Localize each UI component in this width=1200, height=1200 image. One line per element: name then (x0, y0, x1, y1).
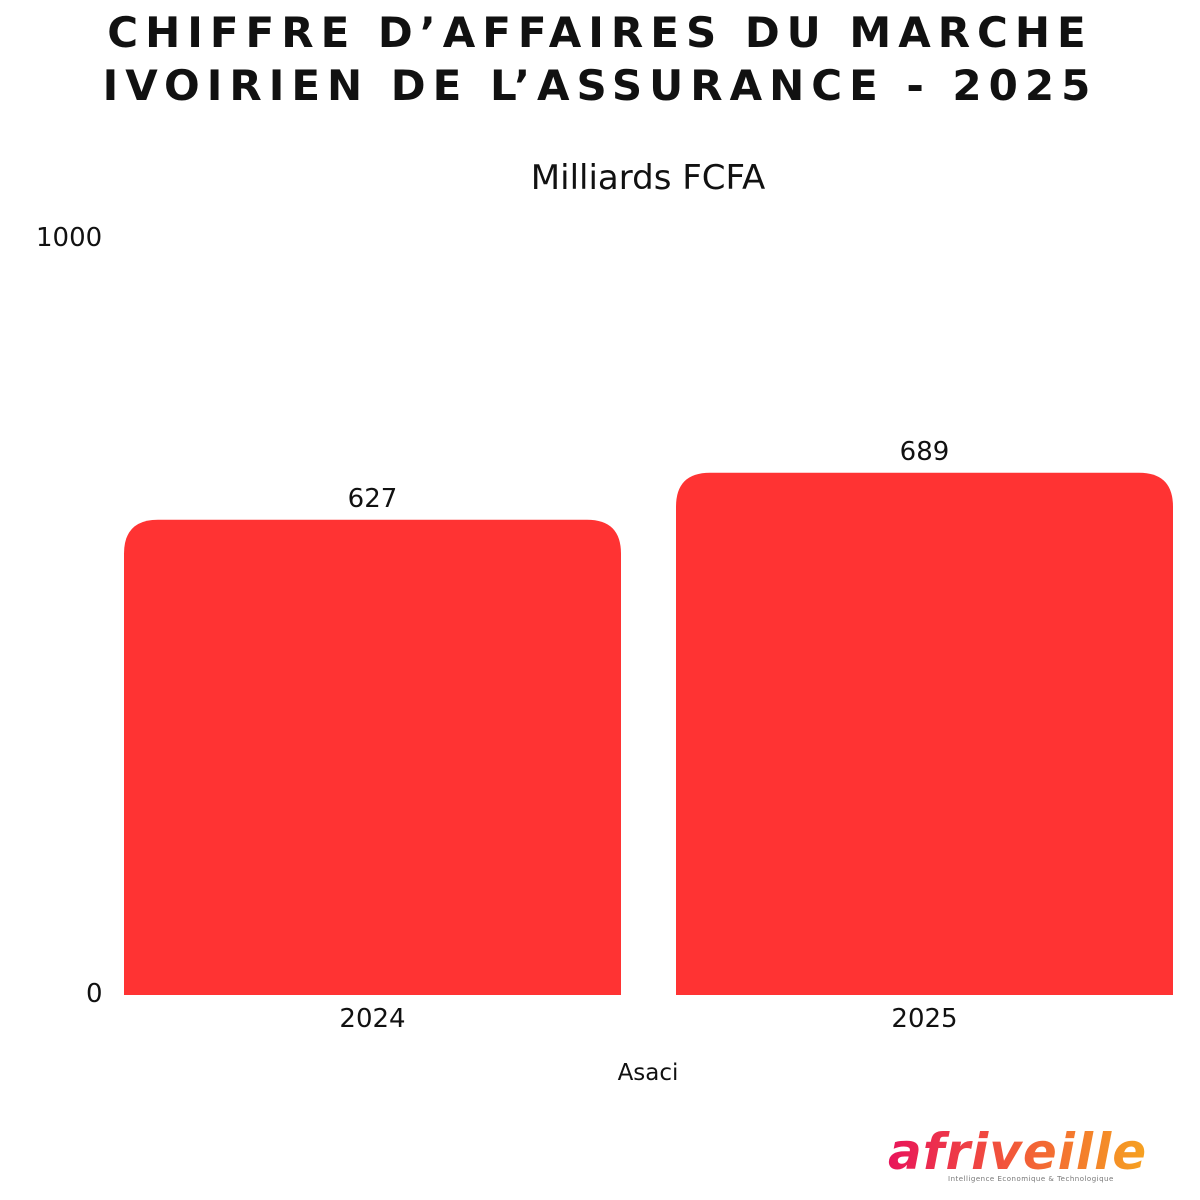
afriveille-logo: afriveille Intelligence Economique & Tec… (888, 1125, 1158, 1195)
data-label-2025: 689 (899, 436, 950, 467)
data-label-2024: 627 (347, 483, 398, 514)
chart-title: CHIFFRE D’AFFAIRES DU MARCHE IVOIRIEN DE… (0, 6, 1200, 112)
logo-tagline: Intelligence Economique & Technologique (948, 1175, 1114, 1183)
chart-title-line-2: IVOIRIEN DE L’ASSURANCE - 2025 (102, 61, 1098, 110)
chart-title-line-1: CHIFFRE D’AFFAIRES DU MARCHE (107, 8, 1093, 57)
y-tick-label-min: 0 (86, 979, 103, 1009)
bar-2025 (676, 472, 1173, 995)
bar-2024 (124, 519, 621, 995)
x-tick-label-2024: 2024 (339, 1004, 406, 1034)
y-tick-label-max: 1000 (36, 223, 103, 253)
logo-wordmark: afriveille (888, 1125, 1158, 1179)
chart-subtitle: Milliards FCFA (530, 158, 766, 198)
x-tick-label-2025: 2025 (891, 1004, 958, 1034)
x-axis-label: Asaci (617, 1060, 679, 1086)
